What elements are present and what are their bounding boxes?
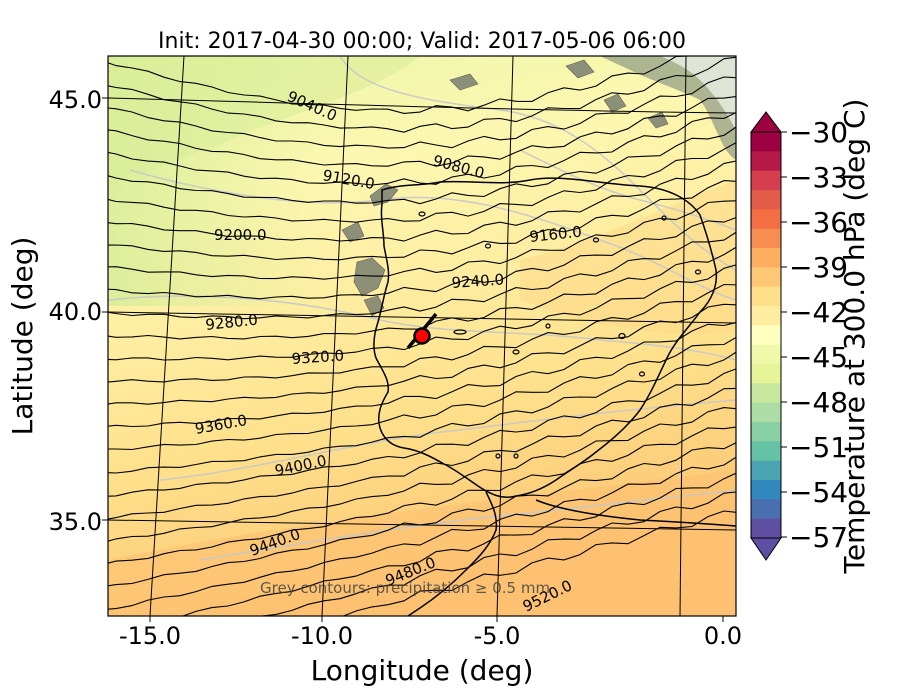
y-axis: 45.0 40.0 35.0 Latitude (deg) [6, 86, 108, 536]
colorbar-segment [751, 209, 781, 230]
colorbar-ticks: −30 −33 −36 −39 −42 −45 −48 −51 −54 −57 [781, 116, 848, 554]
height-contour-line [108, 456, 736, 610]
colorbar-segment [751, 499, 781, 520]
colorbar-segment [751, 325, 781, 346]
height-contour-line [108, 217, 736, 300]
height-contour-line [108, 303, 736, 405]
height-contour-line [108, 231, 736, 320]
x-tick-label: -10.0 [291, 622, 353, 650]
colorbar-segment [751, 286, 781, 307]
height-contour-line [108, 95, 736, 167]
colorbar-segment [751, 518, 781, 539]
height-contour-line [108, 160, 736, 242]
contour-label-9200: 9200.0 [214, 226, 267, 244]
height-contour-line [108, 407, 736, 542]
precipitation-patches [341, 59, 669, 317]
colorbar-segment [751, 344, 781, 365]
colorbar-frame [750, 131, 782, 539]
location-marker [413, 327, 431, 345]
colorbar-segment [751, 132, 781, 152]
height-contour-line [108, 387, 736, 520]
colorbar-tick-label: −39 [789, 251, 848, 284]
snow-mountains-highlight [660, 56, 736, 130]
colorbar-label: Temperature at 300.0 hPa (deg C) [838, 99, 871, 575]
warm-band-east [520, 180, 736, 334]
warm-band-south [108, 470, 736, 616]
colorbar-segment [751, 151, 781, 172]
inland-water [418, 211, 702, 459]
height-contour-line [108, 56, 696, 114]
colorbar-tick-label: −42 [789, 296, 848, 329]
colorbar-segment [751, 267, 781, 288]
height-contour-line [108, 76, 736, 149]
colorbar-tick-label: −45 [789, 341, 848, 374]
height-contour-line [259, 491, 736, 616]
colorbar-tick-label: −54 [789, 476, 848, 509]
contour-label-9160: 9160.0 [529, 223, 583, 246]
colorbar-segment [751, 190, 781, 210]
coastline-iberia [373, 177, 718, 498]
colorbar-tick-label: −51 [789, 431, 848, 464]
colorbar-segment [751, 248, 781, 268]
height-contours [108, 56, 736, 616]
colorbar-extend-bottom [750, 537, 782, 561]
height-contour-line [108, 111, 736, 186]
height-contour-line [108, 142, 736, 223]
colorbar-tick-label: −33 [789, 161, 848, 194]
height-contour-line [108, 336, 736, 451]
colorbar-segment [751, 364, 781, 384]
y-tick-label: 40.0 [49, 298, 102, 326]
colorbar-segment [751, 170, 781, 191]
colorbar-segment [751, 228, 781, 249]
x-axis: -15.0 -10.0 -5.0 0.0 Longitude (deg) [119, 616, 742, 687]
colorbar-tick-label: −48 [789, 386, 848, 419]
height-contour-line [181, 472, 736, 616]
y-tick-label: 45.0 [49, 86, 102, 114]
contour-label-9240: 9240.0 [451, 270, 505, 292]
contour-label-9320: 9320.0 [291, 346, 345, 368]
height-contour-line [108, 321, 736, 428]
colorbar-segment [751, 441, 781, 462]
height-contour-line [108, 126, 736, 205]
coastline-africa [407, 491, 736, 616]
height-contour-line [108, 426, 736, 564]
precipitation-contours [108, 56, 736, 561]
height-contour-line [108, 351, 736, 474]
colorbar-segment [751, 306, 781, 326]
colorbar-segment [751, 402, 781, 423]
x-tick-label: -15.0 [119, 622, 181, 650]
height-contour-line [108, 180, 736, 261]
height-contour-line [342, 510, 736, 616]
y-tick-label: 35.0 [49, 508, 102, 536]
chart-title: Init: 2017-04-30 00:00; Valid: 2017-05-0… [158, 29, 686, 54]
colorbar-segment [751, 422, 781, 442]
plot-frame [107, 55, 737, 617]
colorbar-tick-label: −30 [789, 116, 848, 149]
x-axis-label: Longitude (deg) [311, 654, 534, 687]
height-contour-line [108, 56, 736, 133]
x-tick-label: -5.0 [474, 622, 521, 650]
height-contour-line [108, 283, 736, 383]
colorbar-segments [751, 132, 781, 539]
height-contour-line [108, 200, 736, 280]
colorbar-tick-label: −36 [789, 206, 848, 239]
colorbar-segment [751, 460, 781, 481]
precipitation-note: Grey contours: precipitation ≥ 0.5 mm [260, 579, 550, 597]
x-tick-label: 0.0 [704, 622, 742, 650]
contour-label-9280: 9280.0 [205, 311, 259, 334]
colorbar: −30 −33 −36 −39 −42 −45 −48 −51 −54 −57 … [750, 99, 871, 575]
cold-region-north [108, 56, 420, 185]
map-panel: 9040.0 9080.0 9120.0 9160.0 9200.0 9240.… [108, 56, 736, 616]
colorbar-extend-top [750, 111, 782, 133]
y-axis-label: Latitude (deg) [6, 237, 39, 436]
colorbar-tick-label: −57 [789, 521, 848, 554]
colorbar-segment [751, 480, 781, 500]
colorbar-segment [751, 383, 781, 404]
